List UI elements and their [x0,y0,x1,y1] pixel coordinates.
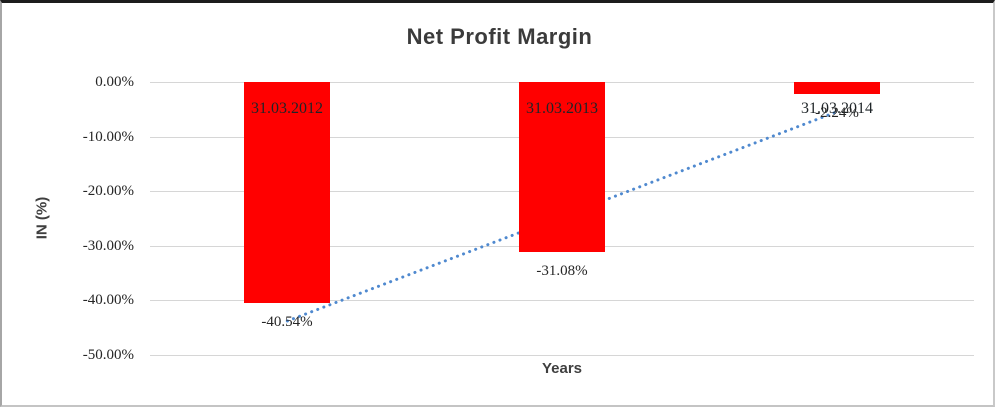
chart-title: Net Profit Margin [406,24,593,49]
bar-31.03.2014[interactable] [794,82,880,94]
data-label: -40.54% [261,314,313,330]
y-axis-tick-label: -10.00% [82,129,134,145]
x-axis-title: Years [541,360,583,377]
data-label: -2.24% [815,105,859,121]
category-label: 31.03.2013 [526,100,598,117]
y-axis-tick-label: -40.00% [82,292,134,308]
y-axis-tick-label: -50.00% [82,347,134,363]
data-label: -31.08% [536,263,588,279]
y-axis-title: IN (%) [33,196,51,240]
bar-31.03.2013[interactable] [519,82,605,252]
category-label: 31.03.2012 [251,100,323,117]
y-axis-tick-label: 0.00% [95,74,134,90]
category-label: 31.03.2014 [801,100,873,117]
y-axis-tick-label: -20.00% [82,183,134,199]
bar-31.03.2012[interactable] [244,82,330,303]
gridline [150,355,974,356]
y-axis-tick-label: -30.00% [82,238,134,254]
